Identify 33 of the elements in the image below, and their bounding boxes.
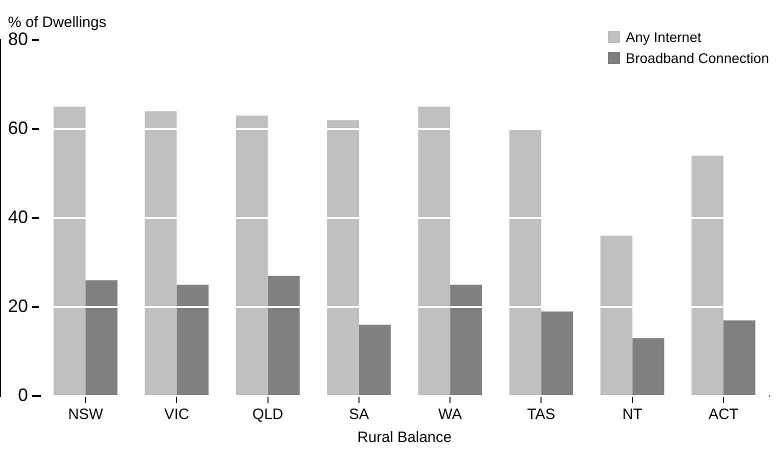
bar: [418, 106, 450, 395]
y-tick-label: 0: [18, 384, 28, 405]
bar: [144, 111, 177, 395]
x-tick-label: WA: [438, 406, 462, 424]
y-tick-label: 40: [8, 206, 28, 227]
x-tick-label: ACT: [708, 406, 738, 424]
bar: [509, 129, 542, 395]
bar: [86, 280, 118, 395]
x-tick-label: NSW: [68, 406, 104, 424]
legend-label: Broadband Connection: [626, 50, 769, 66]
bar: [358, 324, 391, 395]
y-tick-label: 80: [8, 28, 28, 49]
bar: [632, 338, 664, 395]
bar: [600, 236, 632, 395]
bar: [236, 116, 268, 395]
bar: [268, 276, 300, 395]
legend-label: Any Internet: [626, 28, 702, 44]
y-tick-label: 20: [8, 296, 28, 316]
x-tick-label: TAS: [527, 406, 556, 424]
bar: [176, 284, 209, 395]
bar: [450, 284, 482, 395]
bar: [723, 320, 756, 395]
bar: [327, 120, 359, 395]
x-tick-label: NT: [622, 406, 642, 424]
y-axis-title: % of Dwellings: [8, 14, 106, 31]
x-tick-label: SA: [348, 406, 369, 424]
bar: [692, 156, 724, 395]
x-tick-label: VIC: [164, 406, 190, 424]
bar: [54, 106, 86, 395]
bar: [541, 311, 574, 395]
x-axis-title: Rural Balance: [357, 429, 452, 446]
y-tick-label: 60: [8, 118, 28, 138]
x-tick-label: QLD: [252, 406, 284, 424]
